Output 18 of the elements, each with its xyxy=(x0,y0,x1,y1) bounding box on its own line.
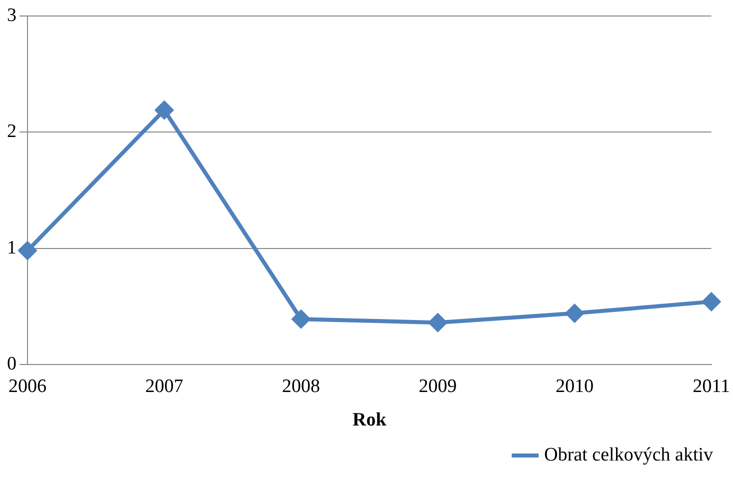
x-tick-label: 2011 xyxy=(692,376,730,397)
point xyxy=(18,242,36,260)
x-axis-title: Rok xyxy=(352,410,387,431)
x-tick-label: 2009 xyxy=(418,376,457,397)
x-tick-label: 2010 xyxy=(556,376,594,397)
x-tick-label: 2006 xyxy=(8,376,46,397)
y-tick-label: 1 xyxy=(7,237,16,258)
point xyxy=(702,292,720,311)
point xyxy=(155,101,174,120)
point xyxy=(292,310,310,328)
x-tick-label: 2007 xyxy=(145,376,184,397)
point xyxy=(428,314,447,332)
point xyxy=(566,304,584,322)
y-tick-label: 2 xyxy=(7,121,16,142)
legend-label: Obrat celkových aktiv xyxy=(544,444,714,466)
x-tick-label: 2008 xyxy=(282,376,320,397)
y-tick-label: 0 xyxy=(7,353,16,374)
y-tick-label: 3 xyxy=(7,4,16,26)
